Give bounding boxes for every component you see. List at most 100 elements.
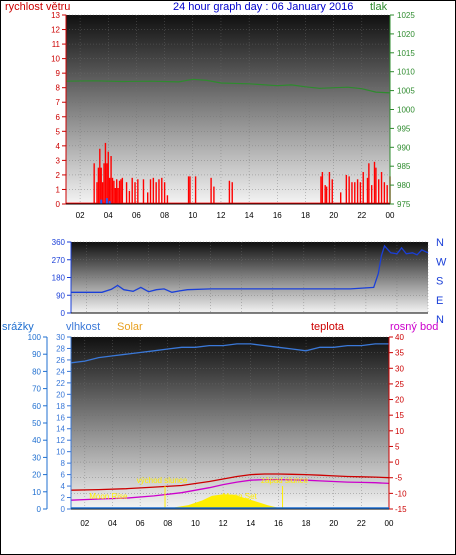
- wind-bar: [356, 179, 359, 204]
- compass-label-n: N: [436, 237, 444, 249]
- x-tick-label: 04: [104, 211, 113, 220]
- rain-tick-label: 30: [32, 453, 41, 462]
- humidity-line: [70, 343, 389, 364]
- humidity-tick-label: 2: [61, 494, 66, 503]
- legend-solar: Solar: [117, 321, 143, 333]
- wind-gust-series: [100, 198, 111, 204]
- wind-direction-line: [71, 244, 429, 293]
- wind-speed-tick-label: 11: [52, 40, 61, 49]
- wind-bar: [383, 182, 386, 204]
- x-tick-label: 22: [357, 211, 366, 220]
- humidity-tick-label: 8: [61, 459, 66, 468]
- wind-bar: [368, 163, 370, 204]
- x-tick-label: 16: [273, 211, 282, 220]
- rain-tick-label: 80: [32, 367, 41, 376]
- rain-tick-label: 20: [32, 471, 41, 480]
- wind-bar: [93, 163, 95, 204]
- humidity-tick-label: 24: [56, 367, 65, 376]
- wind-direction-axis: 0 90 180 270 360: [52, 238, 428, 318]
- wind-bar: [110, 156, 112, 204]
- wind-bar: [228, 180, 231, 204]
- legend: srážky vlhkost Solar teplota rosný bod: [2, 321, 438, 333]
- wind-speed-series: [66, 142, 391, 204]
- pressure-tick-label: 980: [397, 181, 411, 190]
- wind-gust-bar: [108, 201, 111, 204]
- wind-bar: [324, 185, 326, 204]
- wind-speed-tick-label: 1: [56, 185, 61, 194]
- humidity-tick-label: 14: [56, 425, 65, 434]
- wind-pressure-plot-area: [66, 15, 390, 204]
- compass-label-w: W: [436, 256, 447, 268]
- wind-bar: [101, 182, 104, 204]
- wind-speed-tick-label: 7: [56, 98, 61, 107]
- x-tick-label: 06: [132, 211, 141, 220]
- wind-bar: [213, 186, 215, 204]
- wind-bar: [125, 182, 128, 204]
- pressure-tick-label: 1010: [397, 68, 415, 77]
- wind-bar: [116, 179, 118, 204]
- x-tick-label: 08: [163, 519, 172, 528]
- sunset-label: západ slunce: [261, 476, 309, 485]
- humidity-tick-label: 4: [61, 482, 66, 491]
- wind-speed-tick-label: 0: [56, 200, 61, 209]
- x-tick-label: 16: [274, 519, 283, 528]
- rain-axis: 0 10 20 30 40 50 60 70 80 90 100: [28, 333, 48, 514]
- wind-speed-tick-label: 6: [56, 113, 61, 122]
- wind-speed-tick-label: 10: [51, 55, 60, 64]
- wind-gust-bar: [105, 198, 108, 204]
- pressure-tick-label: 990: [397, 143, 411, 152]
- wind-bar: [134, 182, 136, 204]
- temperature-tick-label: 15: [395, 411, 404, 420]
- x-tick-label: 00: [385, 519, 394, 528]
- wind-speed-tick-label: 3: [56, 156, 61, 165]
- moonrise-label: Moon Rise: [89, 492, 128, 501]
- dewpoint-line: [70, 478, 390, 501]
- wind-bar: [321, 172, 324, 204]
- wind-bar: [120, 179, 122, 204]
- rain-tick-label: 90: [32, 350, 41, 359]
- x-tick-label: 04: [108, 519, 117, 528]
- humidity-tick-label: 20: [56, 390, 65, 399]
- wind-bar: [118, 180, 121, 204]
- temperature-line: [70, 473, 390, 491]
- wind-bar: [189, 176, 191, 204]
- wind-bar: [142, 179, 145, 204]
- wind-bar: [331, 179, 333, 204]
- legend-teplota: teplota: [311, 321, 345, 333]
- humidity-tick-label: 30: [56, 333, 65, 342]
- wind-bar: [158, 179, 160, 204]
- wind-bar: [375, 167, 377, 204]
- x-tick-label: 10: [188, 211, 197, 220]
- wind-bar: [378, 179, 380, 204]
- rain-tick-label: 70: [32, 385, 41, 394]
- wind-speed-tick-label: 4: [56, 142, 61, 151]
- humidity-tick-label: 26: [56, 356, 65, 365]
- x-tick-label: 14: [245, 211, 254, 220]
- wind-bar: [131, 177, 133, 204]
- sun-moon-annotations: východ slunce západ slunce Moon Rise Moon S…: [89, 476, 309, 509]
- wind-bar: [128, 190, 131, 204]
- wind-bar: [161, 177, 163, 204]
- wind-bar: [96, 182, 98, 204]
- wind-bar: [366, 177, 369, 204]
- temperature-tick-label: 10: [395, 427, 404, 436]
- wind-bar: [149, 179, 152, 204]
- wind-pressure-x-axis: 02 04 06 08 10 12 14 16 18 20 22 00: [66, 203, 395, 220]
- temperature-tick-label: 5: [395, 442, 400, 451]
- wind-speed-tick-label: 12: [51, 26, 60, 35]
- legend-sr-ky: srážky: [2, 321, 34, 333]
- wind-bar: [210, 177, 212, 204]
- legend-vlhkost: vlhkost: [66, 321, 100, 333]
- wind-speed-tick-label: 5: [56, 127, 61, 136]
- wind-bar: [194, 176, 197, 204]
- wind-bar: [166, 195, 169, 204]
- wind-bar: [114, 188, 117, 204]
- wind-bar: [386, 185, 388, 204]
- humidity-tick-label: 28: [56, 344, 65, 353]
- humidity-tick-label: 18: [56, 402, 65, 411]
- pressure-tick-label: 1020: [397, 30, 415, 39]
- pressure-line: [65, 78, 391, 94]
